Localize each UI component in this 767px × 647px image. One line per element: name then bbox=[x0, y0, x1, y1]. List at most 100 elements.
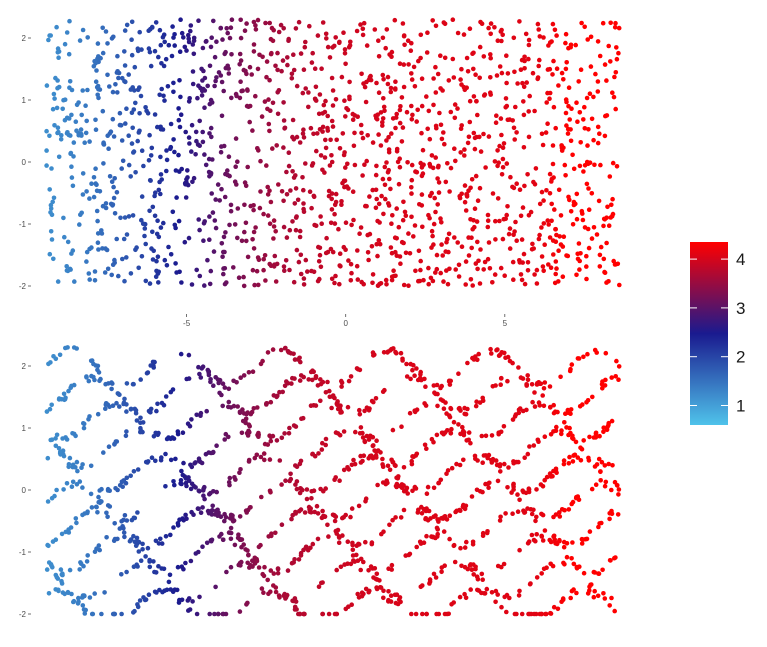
top-data-point bbox=[344, 184, 350, 189]
top-data-point bbox=[271, 218, 277, 223]
top-data-point bbox=[285, 55, 290, 60]
bottom-data-point bbox=[300, 415, 306, 421]
bottom-data-point bbox=[106, 444, 112, 450]
top-data-point bbox=[380, 120, 385, 125]
top-data-point bbox=[203, 162, 209, 168]
top-data-point bbox=[397, 254, 403, 259]
top-data-point bbox=[500, 145, 506, 150]
top-data-point bbox=[410, 112, 415, 118]
bottom-data-point bbox=[505, 378, 510, 384]
top-data-point bbox=[219, 186, 224, 192]
top-data-point bbox=[552, 207, 557, 212]
top-data-point bbox=[562, 162, 568, 168]
top-data-point bbox=[601, 256, 607, 262]
bottom-data-point bbox=[604, 427, 610, 433]
top-data-point bbox=[228, 208, 234, 214]
bottom-data-point bbox=[122, 534, 127, 540]
top-data-point bbox=[139, 148, 145, 153]
top-data-point bbox=[325, 113, 331, 119]
top-data-point bbox=[147, 208, 152, 214]
top-data-point bbox=[329, 159, 335, 165]
top-data-point bbox=[606, 223, 612, 228]
bottom-data-point bbox=[438, 397, 444, 402]
top-data-point bbox=[597, 53, 603, 59]
bottom-data-point bbox=[363, 539, 368, 545]
bottom-data-point bbox=[559, 428, 564, 433]
top-data-point bbox=[138, 93, 144, 99]
top-data-point bbox=[275, 50, 280, 56]
top-data-point bbox=[358, 22, 363, 27]
top-data-point bbox=[172, 43, 177, 48]
bottom-data-point bbox=[489, 459, 495, 464]
top-data-point bbox=[92, 58, 97, 64]
top-data-point bbox=[409, 162, 415, 168]
bottom-data-point bbox=[124, 409, 129, 414]
top-data-point bbox=[135, 87, 141, 93]
bottom-data-point bbox=[525, 377, 531, 383]
top-data-point bbox=[588, 64, 594, 69]
top-data-point bbox=[91, 194, 97, 200]
top-data-point bbox=[337, 251, 343, 256]
top-data-point bbox=[552, 27, 558, 33]
bottom-data-point bbox=[585, 398, 591, 403]
top-data-point bbox=[179, 166, 184, 172]
bottom-data-point bbox=[274, 438, 280, 443]
top-data-point bbox=[61, 97, 66, 103]
bottom-data-point bbox=[151, 365, 156, 370]
top-data-point bbox=[604, 240, 609, 246]
top-data-point bbox=[560, 274, 566, 280]
bottom-data-point bbox=[262, 457, 267, 463]
top-data-point bbox=[94, 68, 99, 73]
top-data-point bbox=[448, 165, 454, 171]
bottom-data-point bbox=[525, 373, 530, 378]
top-data-point bbox=[332, 43, 337, 49]
bottom-data-point bbox=[247, 430, 252, 435]
bottom-data-point bbox=[520, 488, 525, 494]
top-data-point bbox=[114, 236, 119, 242]
bottom-data-point bbox=[603, 377, 608, 383]
bottom-data-point bbox=[338, 564, 344, 570]
bottom-data-point bbox=[153, 458, 158, 464]
top-data-point bbox=[197, 273, 203, 279]
bottom-data-point bbox=[153, 430, 158, 436]
bottom-data-point bbox=[173, 456, 178, 462]
top-data-point bbox=[254, 268, 260, 274]
top-data-point bbox=[409, 191, 414, 196]
top-data-point bbox=[298, 51, 304, 56]
bottom-data-point bbox=[551, 604, 557, 610]
bottom-data-point bbox=[289, 560, 295, 566]
top-data-point bbox=[255, 148, 261, 153]
bottom-data-point bbox=[285, 568, 291, 573]
bottom-data-point bbox=[83, 607, 88, 613]
bottom-y-tick-label: -1 bbox=[19, 548, 27, 557]
bottom-data-point bbox=[133, 410, 139, 416]
top-data-point bbox=[241, 283, 247, 289]
bottom-data-point bbox=[226, 386, 232, 392]
top-data-point bbox=[219, 79, 225, 85]
top-data-point bbox=[52, 96, 57, 101]
top-data-point bbox=[588, 34, 594, 40]
bottom-data-point bbox=[447, 382, 453, 387]
bottom-y-tick-label: 1 bbox=[22, 424, 27, 433]
top-data-point bbox=[439, 220, 444, 225]
top-data-point bbox=[273, 229, 279, 234]
bottom-data-point bbox=[60, 572, 65, 578]
top-data-point bbox=[525, 172, 530, 177]
bottom-data-point bbox=[524, 383, 529, 388]
top-data-point bbox=[112, 176, 117, 181]
bottom-data-point bbox=[322, 514, 328, 519]
bottom-data-point bbox=[439, 569, 444, 575]
bottom-data-point bbox=[348, 374, 354, 379]
bottom-data-point bbox=[323, 486, 329, 491]
top-data-point bbox=[613, 106, 618, 112]
bottom-data-point bbox=[80, 485, 85, 490]
top-data-point bbox=[495, 196, 501, 201]
bottom-data-point bbox=[389, 562, 395, 568]
bottom-data-point bbox=[345, 404, 351, 410]
top-data-point bbox=[532, 108, 537, 114]
top-data-point bbox=[474, 98, 479, 104]
bottom-data-point bbox=[154, 408, 159, 414]
bottom-data-point bbox=[561, 458, 567, 463]
top-data-point bbox=[50, 106, 56, 112]
